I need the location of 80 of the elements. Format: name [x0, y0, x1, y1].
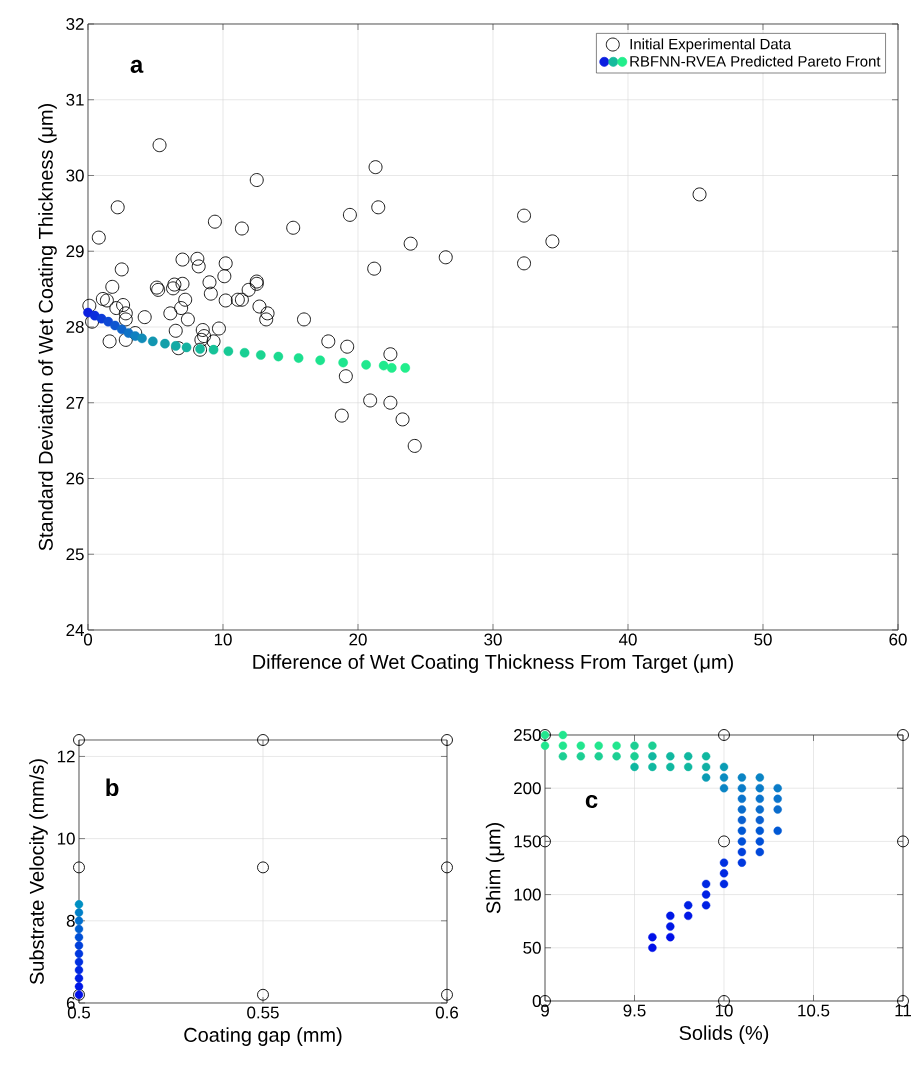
- point: [441, 734, 453, 746]
- point: [718, 729, 730, 741]
- point: [386, 363, 397, 373]
- point: [74, 908, 84, 917]
- y-tick-label: 24: [66, 624, 84, 636]
- x-tick-label: 9: [541, 1004, 549, 1017]
- x-tick-label: 30: [484, 633, 502, 646]
- x-tick-label: 40: [618, 633, 637, 646]
- point: [74, 916, 84, 925]
- point: [74, 974, 84, 983]
- y-tick-label: 27: [66, 396, 84, 409]
- point: [400, 363, 411, 373]
- point: [74, 965, 84, 975]
- point: [223, 346, 234, 357]
- y-tick-label: 29: [66, 245, 84, 258]
- y-tick-label: 8: [66, 914, 75, 927]
- point: [897, 835, 909, 848]
- point: [74, 900, 84, 909]
- point: [273, 351, 284, 362]
- y-tick-label: 250: [514, 729, 541, 741]
- x-tick-label: 0: [83, 633, 93, 646]
- y-axis-title: Substrate Velocity (mm/s): [29, 759, 48, 985]
- x-axis-title: Difference of Wet Coating Thickness From Target (μm): [253, 654, 733, 673]
- x-tick-label: 11: [895, 1004, 911, 1017]
- x-tick-label: 10: [715, 1004, 733, 1017]
- point: [256, 350, 266, 360]
- x-axis-title: Coating gap (mm): [184, 1027, 342, 1046]
- point: [897, 729, 909, 741]
- y-tick-label: 25: [66, 548, 84, 561]
- y-tick-label: 31: [66, 93, 84, 106]
- y-tick-label: 30: [66, 169, 84, 182]
- y-tick-label: 150: [514, 835, 541, 848]
- point: [315, 355, 325, 366]
- point: [74, 949, 84, 958]
- x-tick-label: 9.5: [623, 1004, 646, 1017]
- point: [293, 353, 304, 363]
- annotation: a: [130, 59, 144, 73]
- legend-label: RBFNN-RVEA Predicted Pareto Front: [630, 55, 881, 67]
- x-tick-label: 50: [754, 633, 772, 646]
- point: [137, 333, 147, 344]
- y-tick-label: 28: [66, 320, 84, 333]
- point: [73, 861, 85, 874]
- x-tick-label: 0.55: [247, 1006, 279, 1019]
- annotation: c: [585, 794, 598, 809]
- y-axis-title: Shim (μm): [485, 823, 505, 914]
- point: [441, 988, 453, 1001]
- y-axis-title: Standard Deviation of Wet Coating Thickness (μm): [38, 104, 57, 551]
- point: [257, 988, 269, 1001]
- y-tick-label: 12: [57, 750, 75, 763]
- x-tick-label: 10.5: [798, 1004, 830, 1017]
- point: [74, 957, 84, 967]
- point: [239, 347, 250, 358]
- y-tick-label: 26: [66, 472, 84, 485]
- x-tick-label: 0.6: [435, 1006, 459, 1019]
- y-tick-label: 0: [532, 994, 541, 1007]
- point: [257, 861, 269, 874]
- y-tick-label: 10: [57, 832, 75, 845]
- point: [361, 360, 371, 370]
- point: [73, 734, 85, 746]
- y-tick-label: 50: [523, 941, 541, 954]
- annotation: b: [106, 778, 119, 797]
- point: [338, 357, 348, 368]
- x-axis-title: Solids (%): [679, 1025, 769, 1044]
- point: [160, 338, 170, 349]
- y-tick-label: 100: [514, 888, 541, 901]
- point: [74, 924, 84, 934]
- point: [378, 360, 389, 371]
- point: [257, 734, 269, 746]
- x-tick-label: 60: [889, 633, 907, 646]
- point: [74, 982, 84, 991]
- legend-label: Initial Experimental Data: [630, 38, 792, 53]
- y-tick-label: 32: [66, 18, 84, 30]
- point: [148, 336, 158, 347]
- y-tick-label: 200: [514, 782, 541, 795]
- x-tick-label: 20: [349, 633, 367, 646]
- point: [718, 835, 730, 848]
- point: [74, 941, 84, 950]
- point: [441, 861, 453, 874]
- point: [74, 933, 84, 942]
- x-tick-label: 10: [214, 633, 232, 646]
